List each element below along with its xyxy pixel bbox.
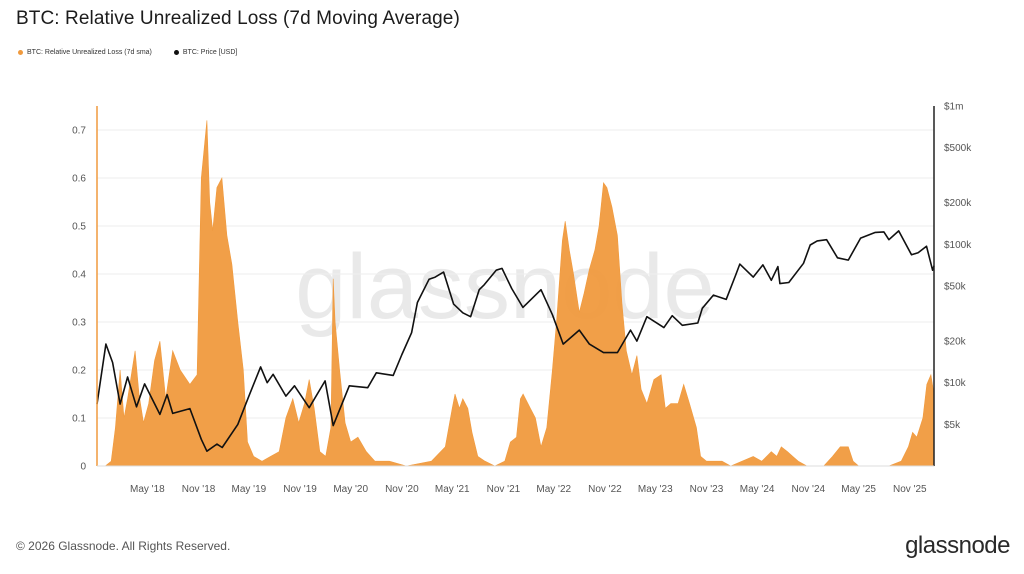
x-tick-label: Nov '19 [283, 484, 317, 495]
y-left-tick-label: 0.2 [72, 366, 86, 377]
x-tick-label: Nov '18 [182, 484, 216, 495]
x-tick-label: May '22 [536, 484, 571, 495]
x-tick-label: May '19 [232, 484, 267, 495]
chart-title: BTC: Relative Unrealized Loss (7d Moving… [16, 8, 460, 29]
y-right-tick-label: $500k [944, 143, 972, 154]
copyright-text: © 2026 Glassnode. All Rights Reserved. [16, 539, 231, 553]
legend-item-price[interactable]: BTC: Price [USD] [173, 49, 238, 56]
y-right-tick-label: $10k [944, 378, 967, 389]
y-right-tick-label: $50k [944, 282, 967, 293]
chart-legend: BTC: Relative Unrealized Loss (7d sma) B… [18, 49, 237, 56]
y-right-tick-label: $20k [944, 337, 967, 348]
y-left-tick-label: 0.3 [72, 318, 86, 329]
x-tick-label: May '25 [841, 484, 876, 495]
x-tick-label: Nov '23 [690, 484, 724, 495]
x-tick-label: Nov '21 [487, 484, 521, 495]
watermark-text: glassnode [295, 236, 714, 338]
series-btc-price-line [96, 230, 935, 452]
x-tick-label: Nov '25 [893, 484, 927, 495]
legend-item-loss[interactable]: BTC: Relative Unrealized Loss (7d sma) [18, 49, 152, 56]
x-tick-label: May '24 [740, 484, 775, 495]
y-left-tick-label: 0.7 [72, 126, 86, 137]
legend-label-price: BTC: Price [USD] [182, 49, 238, 56]
legend-swatch-loss [18, 50, 23, 55]
y-left-tick-label: 0.1 [72, 414, 86, 425]
y-right-tick-label: $200k [944, 198, 972, 209]
y-right-tick-label: $1m [944, 102, 963, 113]
x-tick-label: Nov '20 [385, 484, 419, 495]
y-left-tick-label: 0.4 [72, 270, 86, 281]
y-left-tick-label: 0.5 [72, 222, 86, 233]
series-relative-unrealized-loss-area [97, 120, 935, 467]
x-tick-label: May '21 [435, 484, 470, 495]
brand-logo: glassnode [905, 532, 1010, 559]
legend-swatch-price [173, 50, 179, 55]
y-right-tick-label: $5k [944, 420, 961, 431]
y-left-tick-label: 0 [80, 462, 86, 473]
legend-label-loss: BTC: Relative Unrealized Loss (7d sma) [27, 49, 152, 56]
x-tick-label: Nov '24 [791, 484, 825, 495]
y-right-tick-label: $100k [944, 240, 972, 251]
x-tick-label: May '18 [130, 484, 165, 495]
x-tick-label: May '23 [638, 484, 673, 495]
y-left-tick-label: 0.6 [72, 174, 86, 185]
x-tick-label: Nov '22 [588, 484, 622, 495]
x-tick-label: May '20 [333, 484, 368, 495]
